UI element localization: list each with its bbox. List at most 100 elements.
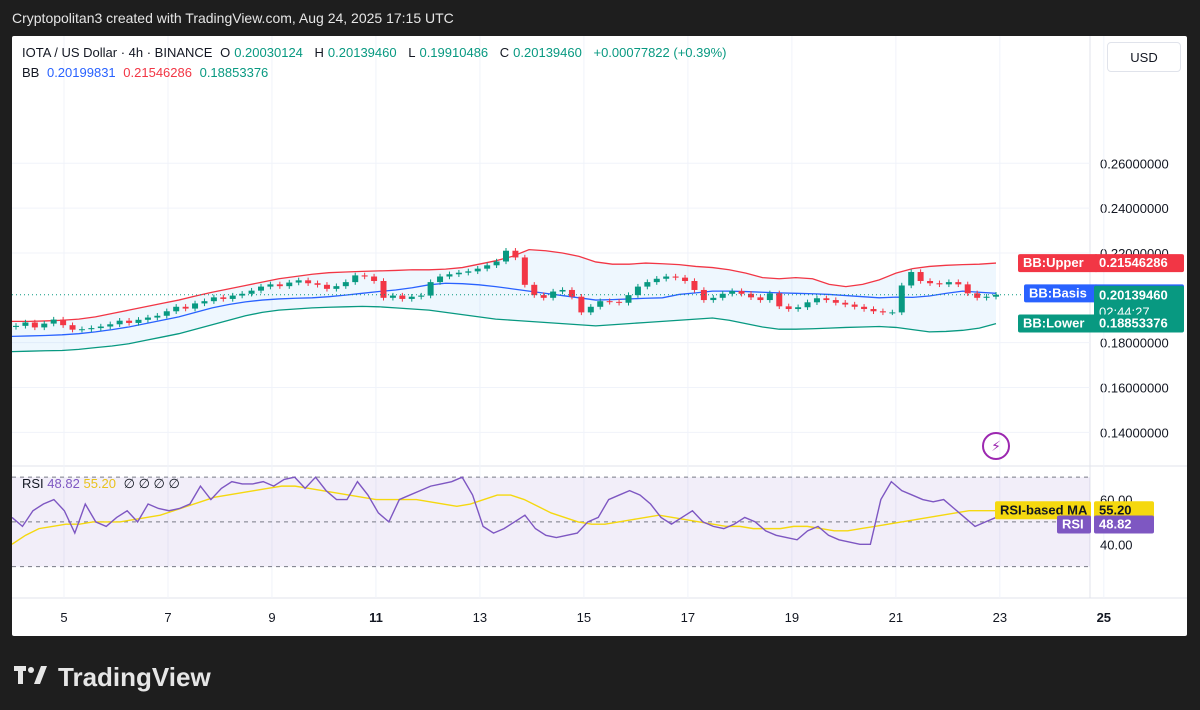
brand-name: TradingView [58, 662, 211, 692]
candle-body [446, 274, 453, 277]
time-tick-label: 11 [369, 610, 383, 625]
candle-body [616, 301, 623, 303]
price-tick-label: 0.26000000 [1100, 156, 1169, 171]
candle-body [399, 295, 406, 299]
candle-body [550, 291, 557, 298]
candle-body [484, 265, 491, 269]
candle-body [427, 282, 434, 296]
candle-body [305, 280, 312, 284]
candle-body [813, 298, 820, 303]
rsi-tag: RSI [1062, 517, 1084, 532]
candle-body [521, 257, 528, 285]
close-label: C [499, 45, 510, 60]
candle-body [371, 276, 378, 281]
time-tick-label: 19 [785, 610, 799, 625]
bb-upper-value: 0.21546286 [123, 65, 192, 80]
tradingview-logo-icon [14, 662, 50, 693]
candle-body [917, 272, 924, 281]
candle-body [851, 304, 858, 307]
time-tick-label: 9 [268, 610, 275, 625]
candle-body [861, 306, 868, 310]
change-value: +0.00077822 (+0.39%) [593, 45, 727, 60]
candle-body [832, 300, 839, 303]
candle-body [795, 307, 802, 310]
candle-body [927, 281, 934, 284]
bb-label[interactable]: BB [22, 65, 40, 80]
candle-body [154, 315, 161, 318]
candle-body [380, 281, 387, 298]
candle-body [88, 328, 95, 330]
ohlc-legend: IOTA / US Dollar · 4h · BINANCE O 0.20030… [22, 45, 730, 60]
chart-credit: Cryptopolitan3 created with TradingView.… [12, 10, 454, 26]
lightning-icon[interactable]: ⚡ [982, 432, 1010, 460]
price-tick-label: 0.14000000 [1100, 425, 1169, 440]
candle-body [512, 250, 519, 258]
candle-body [295, 280, 302, 283]
candle-body [672, 276, 679, 278]
rsi-extra-values: ∅ ∅ ∅ ∅ [123, 476, 180, 491]
candle-body [474, 268, 481, 272]
candle-body [41, 323, 48, 328]
candle-body [955, 282, 962, 285]
candle-body [908, 272, 915, 286]
price-tick-label: 0.24000000 [1100, 201, 1169, 216]
candle-body [964, 284, 971, 294]
candle-body [945, 282, 952, 285]
candle-body [691, 281, 698, 290]
top-bar: Cryptopolitan3 created with TradingView.… [0, 0, 1200, 36]
current-price-tag: 0.20139460 [1099, 288, 1168, 303]
tradingview-brand[interactable]: TradingView [14, 662, 211, 693]
bb-band-fill [12, 249, 996, 352]
rsi-legend: RSI 48.82 55.20 ∅ ∅ ∅ ∅ [22, 476, 180, 492]
chart-frame[interactable]: 0.26000000 0.24000000 0.22000000 0.18000000… [12, 36, 1187, 636]
candle-body [333, 286, 340, 289]
candle-body [644, 282, 651, 287]
rsi-label[interactable]: RSI [22, 476, 44, 491]
candle-body [220, 297, 227, 299]
candle-body [663, 276, 670, 279]
rsi-ma-value-tag-bg [1094, 501, 1154, 520]
candle-body [804, 302, 811, 308]
candle-body [785, 306, 792, 310]
open-value: 0.20030124 [234, 45, 303, 60]
rsi-line [12, 476, 997, 545]
candle-body [408, 296, 415, 299]
bb-lower-value: 0.18853376 [199, 65, 269, 80]
candle-body [710, 297, 717, 301]
time-tick-label: 17 [681, 610, 695, 625]
currency-button[interactable]: USD [1107, 42, 1181, 72]
rsi-tag-bg [1057, 515, 1091, 534]
candle-body [889, 312, 896, 314]
candle-body [97, 326, 104, 329]
candle-body [700, 289, 707, 301]
rsi-value-tag-bg [1094, 515, 1154, 534]
candle-body [974, 293, 981, 298]
candle-body [163, 311, 170, 316]
symbol-label[interactable]: IOTA / US Dollar · 4h · BINANCE [22, 45, 213, 60]
bb-legend: BB 0.20199831 0.21546286 0.18853376 [22, 65, 272, 80]
time-tick-label: 23 [993, 610, 1007, 625]
time-tick-label: 15 [577, 610, 591, 625]
candle-body [568, 289, 575, 297]
price-tick-label: 0.18000000 [1100, 336, 1169, 351]
chart-svg[interactable]: 0.260000000.240000000.220000000.18000000… [12, 36, 1187, 636]
rsi-value-tag: 48.82 [1099, 517, 1132, 532]
bb-lower-price-tag-bg [1094, 314, 1184, 333]
candle-body [766, 293, 773, 301]
price-tick-label: 0.16000000 [1100, 381, 1169, 396]
candle-body [437, 276, 444, 283]
candle-body [606, 301, 613, 303]
candle-body [22, 322, 29, 326]
candle-body [870, 309, 877, 312]
bb-lower-tag-bg [1018, 314, 1098, 333]
candle-body [201, 301, 208, 304]
candle-body [983, 296, 990, 298]
candle-body [418, 295, 425, 297]
candle-body [578, 296, 585, 313]
current-price-tag-bg [1094, 285, 1184, 322]
bb-upper-price-tag: 0.21546286 [1099, 255, 1168, 270]
candle-body [936, 283, 943, 285]
candle-body [78, 329, 85, 331]
candle-body [173, 306, 180, 312]
candle-body [192, 303, 199, 309]
